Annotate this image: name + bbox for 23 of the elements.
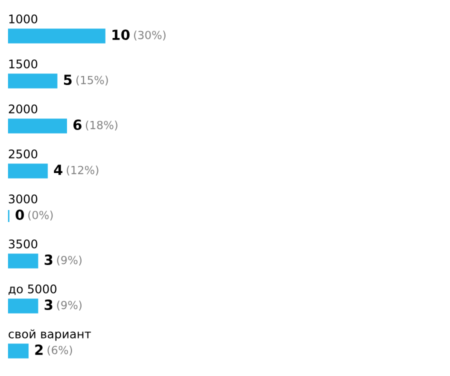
y-tick-label: 1000: [9, 14, 38, 24]
bar: [8, 254, 38, 268]
data-label: 3 (9%): [44, 254, 82, 266]
data-label: 5 (15%): [64, 74, 108, 86]
data-label: 2 (6%): [35, 344, 72, 356]
y-tick-label: 3500: [8, 239, 38, 248]
data-label: 10 (30%): [112, 30, 166, 41]
data-label: 3 (9%): [44, 300, 82, 311]
bar: [8, 28, 106, 44]
data-label: 0 (0%): [16, 210, 53, 221]
bar: [8, 74, 58, 88]
y-tick-label: 2000: [8, 104, 38, 114]
bar: [8, 118, 67, 134]
y-tick-label: 3000: [8, 194, 38, 204]
y-tick-label: 1500: [9, 59, 38, 68]
y-tick-label: 2500: [8, 149, 38, 158]
data-label: 4 (12%): [54, 164, 98, 176]
bar: [8, 298, 38, 314]
bar: [8, 164, 48, 178]
y-tick-label: до 5000: [8, 284, 56, 295]
data-label: 6 (18%): [73, 120, 118, 131]
bar: [8, 344, 29, 358]
y-tick-label: свой вариант: [8, 329, 91, 341]
